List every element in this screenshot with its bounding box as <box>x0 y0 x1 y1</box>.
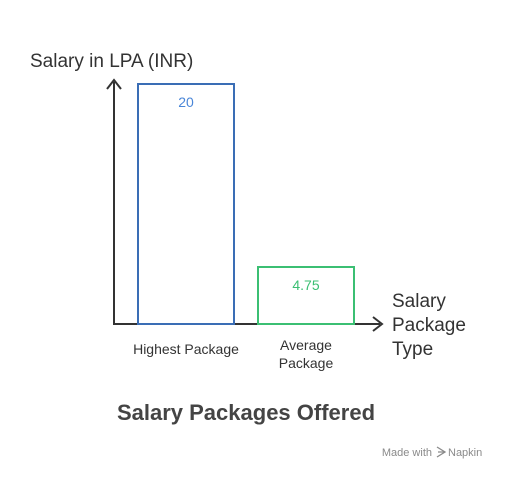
y-axis-arrow-icon <box>106 78 122 90</box>
credit-brand: Napkin <box>448 447 482 459</box>
category-label-1-line-1: Highest Package <box>133 341 239 357</box>
credit-prefix: Made with <box>382 447 432 459</box>
category-label-1: Highest Package <box>133 341 239 357</box>
x-axis-title-line-2: Package <box>392 315 466 336</box>
x-axis-arrow-icon <box>372 316 384 332</box>
x-axis-title: Salary Package Type <box>392 291 471 360</box>
bar-2 <box>257 266 355 325</box>
napkin-logo-icon <box>436 446 447 458</box>
bar-1 <box>137 83 235 325</box>
x-axis-title-line-3: Type <box>392 339 433 360</box>
y-axis-title: Salary in LPA (INR) <box>30 51 193 72</box>
category-label-2-line-2: Package <box>279 355 334 371</box>
bar-value-label-2: 4.75 <box>292 277 319 293</box>
x-axis-title-line-1: Salary <box>392 291 446 312</box>
bars: 20 Highest Package 4.75 Average Package <box>133 83 355 371</box>
credit: Made with Napkin <box>382 446 482 459</box>
category-label-2-line-1: Average <box>280 337 332 353</box>
bar-value-label-1: 20 <box>178 94 194 110</box>
chart-title: Salary Packages Offered <box>117 400 375 425</box>
category-label-2: Average Package <box>279 337 334 371</box>
